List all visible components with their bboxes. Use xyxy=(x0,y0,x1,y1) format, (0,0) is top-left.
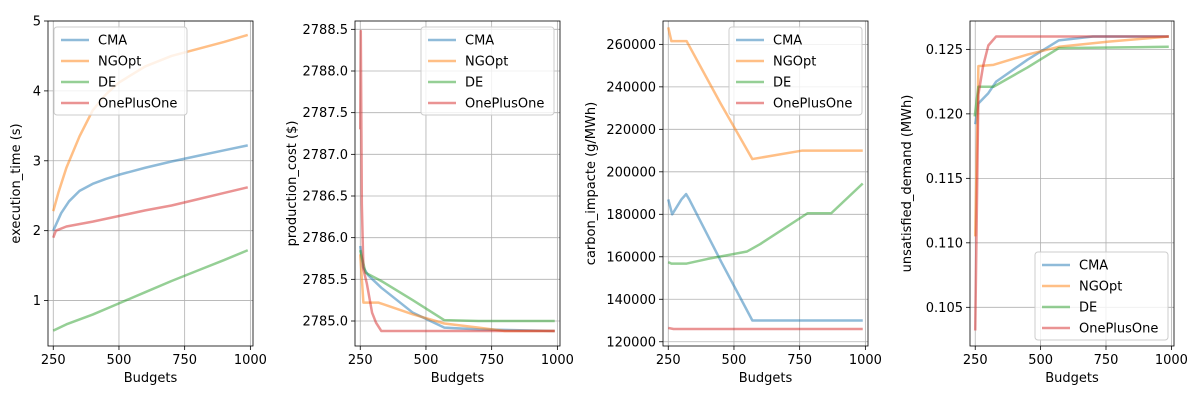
x-tick-label: 250 xyxy=(41,353,66,368)
legend-label-de: DE xyxy=(465,76,483,91)
series-line-ngopt xyxy=(973,35,1169,237)
series-line-oneplusone xyxy=(668,326,863,331)
legend-label-ngopt: NGOpt xyxy=(98,55,141,70)
x-tick-label: 250 xyxy=(348,353,373,368)
y-tick-label: 0.110 xyxy=(926,236,963,251)
series-line-de xyxy=(52,249,249,332)
legend-label-oneplusone: OnePlusOne xyxy=(98,97,177,112)
y-tick-label: 2787.0 xyxy=(303,148,349,163)
legend-label-de: DE xyxy=(1079,301,1097,316)
subplot-1: 250 500 750 1000 1 2 3 4 5 Budgets execution_time … xyxy=(9,15,267,387)
legend-label-cma: CMA xyxy=(465,34,494,49)
legend-label-cma: CMA xyxy=(773,34,802,49)
y-tick-label: 2788.0 xyxy=(303,65,349,80)
x-tick-label: 250 xyxy=(963,353,988,368)
x-tick-label: 750 xyxy=(172,353,197,368)
y-tick-label: 2786.0 xyxy=(303,231,349,246)
x-tick-label: 750 xyxy=(1094,353,1119,368)
x-tick-label: 1000 xyxy=(1155,353,1188,368)
y-tick-label: 2785.5 xyxy=(303,273,349,288)
y-tick-label: 3 xyxy=(33,154,41,169)
series-line-cma xyxy=(667,192,863,322)
y-tick-label: 160000 xyxy=(606,250,656,265)
legend-box xyxy=(420,26,555,116)
axes-frame xyxy=(662,20,869,347)
series-line-ngopt xyxy=(667,27,863,161)
subplot-3: 250 500 750 1000 120000 140000 160000 180000 200… xyxy=(584,20,882,386)
y-tick-label: 140000 xyxy=(606,293,656,308)
legend-label-ngopt: NGOpt xyxy=(773,55,816,70)
y-tick-label: 2785.0 xyxy=(303,315,349,330)
x-tick-label: 1000 xyxy=(541,353,574,368)
legend-label-cma: CMA xyxy=(1079,259,1108,274)
series-line-cma xyxy=(359,245,555,333)
subplot-4: 250 500 750 1000 0.105 0.110 0.115 0.120 0.125 Bu… xyxy=(900,20,1188,386)
series-line-cma xyxy=(52,144,248,232)
y-tick-label: 240000 xyxy=(606,80,656,95)
x-tick-label: 750 xyxy=(787,353,812,368)
legend: CMA NGOpt DE OnePlusOne xyxy=(420,26,555,116)
y-tick-label: 0.125 xyxy=(926,43,963,58)
y-tick-label: 2786.5 xyxy=(303,190,349,205)
series-line-de xyxy=(973,45,1169,117)
legend-label-de: DE xyxy=(773,76,791,91)
x-tick-label: 1000 xyxy=(234,353,267,368)
x-tick-label: 500 xyxy=(414,353,439,368)
legend: CMA NGOpt DE OnePlusOne xyxy=(53,26,188,116)
axes-frame xyxy=(354,20,561,347)
y-axis-label: execution_time (s) xyxy=(9,123,24,243)
y-tick-label: 2787.5 xyxy=(303,106,349,121)
y-tick-label: 220000 xyxy=(606,123,656,138)
legend-label-ngopt: NGOpt xyxy=(465,55,508,70)
y-tick-label: 120000 xyxy=(606,335,656,350)
x-tick-label: 250 xyxy=(656,353,681,368)
series-line-de xyxy=(667,182,864,265)
y-axis-label: production_cost ($) xyxy=(285,121,300,247)
x-axis-label: Budgets xyxy=(739,371,793,386)
legend-label-oneplusone: OnePlusOne xyxy=(1079,322,1158,337)
x-tick-label: 500 xyxy=(722,353,747,368)
x-tick-label: 500 xyxy=(1028,353,1053,368)
y-axis-label: carbon_impacte (g/MWh) xyxy=(584,102,599,265)
x-tick-label: 750 xyxy=(479,353,504,368)
legend-label-cma: CMA xyxy=(98,34,127,49)
y-tick-label: 180000 xyxy=(606,208,656,223)
y-tick-label: 1 xyxy=(33,294,41,309)
y-tick-label: 0.105 xyxy=(926,301,963,316)
subplot-2: 250 500 750 1000 2785.0 2785.5 2786.0 2786.5 278… xyxy=(285,20,574,386)
legend-box xyxy=(1034,251,1169,341)
y-tick-label: 260000 xyxy=(606,38,656,53)
y-tick-label: 2 xyxy=(33,224,41,239)
axes-frame xyxy=(47,20,254,347)
legend-label-ngopt: NGOpt xyxy=(1079,280,1122,295)
legend-box xyxy=(53,26,188,116)
x-axis-label: Budgets xyxy=(431,371,485,386)
series-line-oneplusone xyxy=(52,186,249,239)
x-tick-label: 1000 xyxy=(849,353,882,368)
y-axis-label: unsatisfied_demand (MWh) xyxy=(900,95,915,273)
y-tick-label: 0.120 xyxy=(926,107,963,122)
legend: CMA NGOpt DE OnePlusOne xyxy=(728,26,863,116)
series-line-oneplusone xyxy=(359,29,555,333)
y-tick-label: 0.115 xyxy=(926,172,963,187)
y-tick-label: 2788.5 xyxy=(303,23,349,38)
y-tick-label: 200000 xyxy=(606,165,656,180)
y-tick-label: 4 xyxy=(33,84,41,99)
x-axis-label: Budgets xyxy=(124,371,178,386)
series-line-oneplusone xyxy=(973,35,1169,331)
series-line-de xyxy=(359,249,555,323)
legend-label-oneplusone: OnePlusOne xyxy=(465,97,544,112)
legend-label-de: DE xyxy=(98,76,116,91)
axes-frame xyxy=(969,20,1175,347)
legend-box xyxy=(728,26,863,116)
legend-label-oneplusone: OnePlusOne xyxy=(773,97,852,112)
x-tick-label: 500 xyxy=(107,353,132,368)
legend: CMA NGOpt DE OnePlusOne xyxy=(1034,251,1169,341)
x-axis-label: Budgets xyxy=(1045,371,1099,386)
y-tick-label: 5 xyxy=(33,15,41,30)
